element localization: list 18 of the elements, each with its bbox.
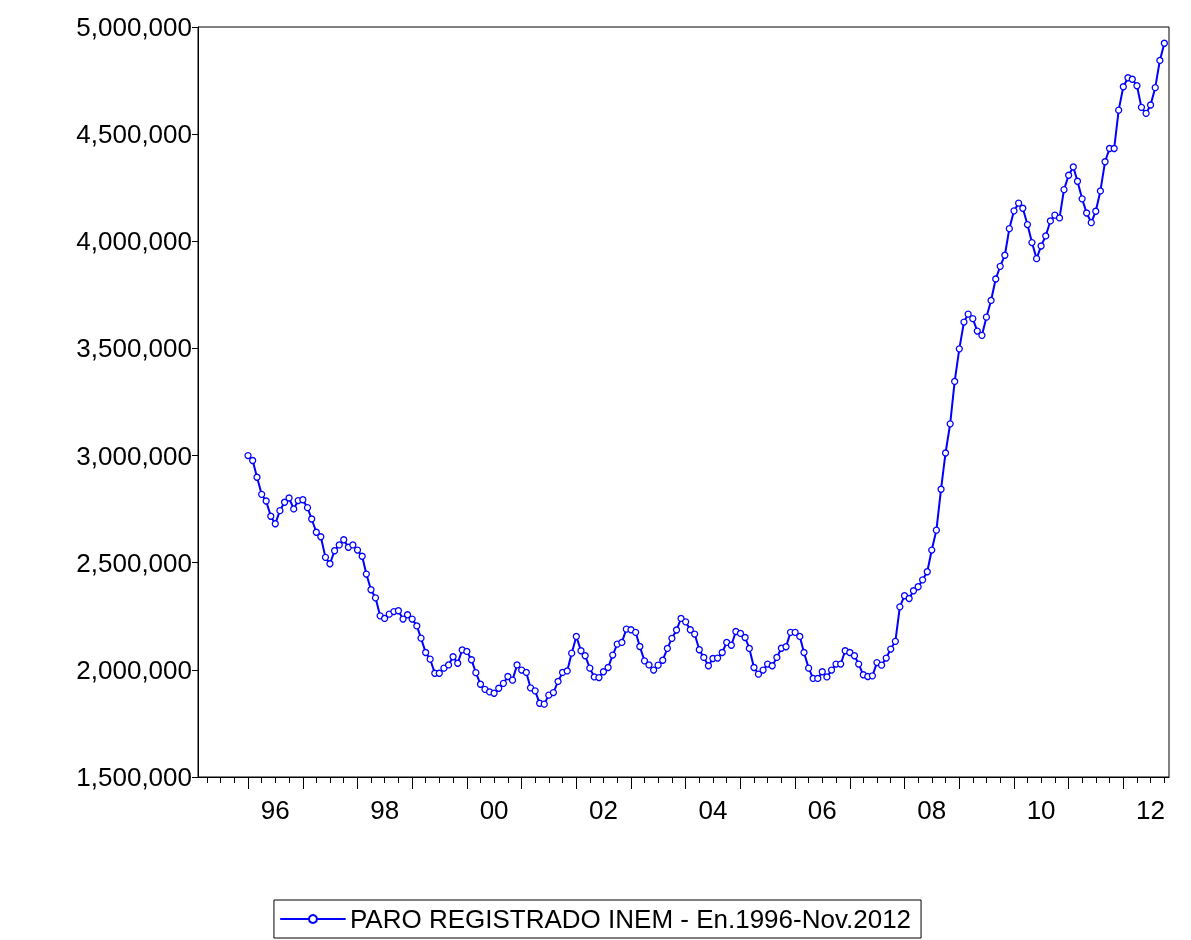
y-tick-label: 3,000,000	[76, 440, 192, 471]
legend-label: PARO REGISTRADO INEM - En.1996-Nov.2012	[349, 904, 912, 934]
x-tick-label: 06	[807, 795, 837, 825]
y-tick-label: 5,000,000	[76, 12, 192, 42]
x-tick-label: 00	[479, 795, 509, 825]
y-tick-label: 3,500,000	[76, 333, 192, 364]
x-tick-label: 08	[917, 795, 947, 825]
y-tick-label: 4,500,000	[76, 119, 192, 150]
y-tick-label: 1,500,000	[76, 762, 192, 792]
x-tick-label: 12	[1136, 795, 1166, 825]
x-tick-label: 02	[588, 795, 618, 825]
y-tick-label: 2,000,000	[76, 654, 192, 685]
x-tick-label: 10	[1026, 795, 1056, 825]
x-tick-label: 96	[260, 795, 290, 825]
y-tick-label: 2,500,000	[76, 547, 192, 578]
y-tick-label: 4,000,000	[76, 226, 192, 257]
x-tick-label: 98	[370, 795, 400, 825]
x-tick-label: 04	[698, 795, 728, 825]
